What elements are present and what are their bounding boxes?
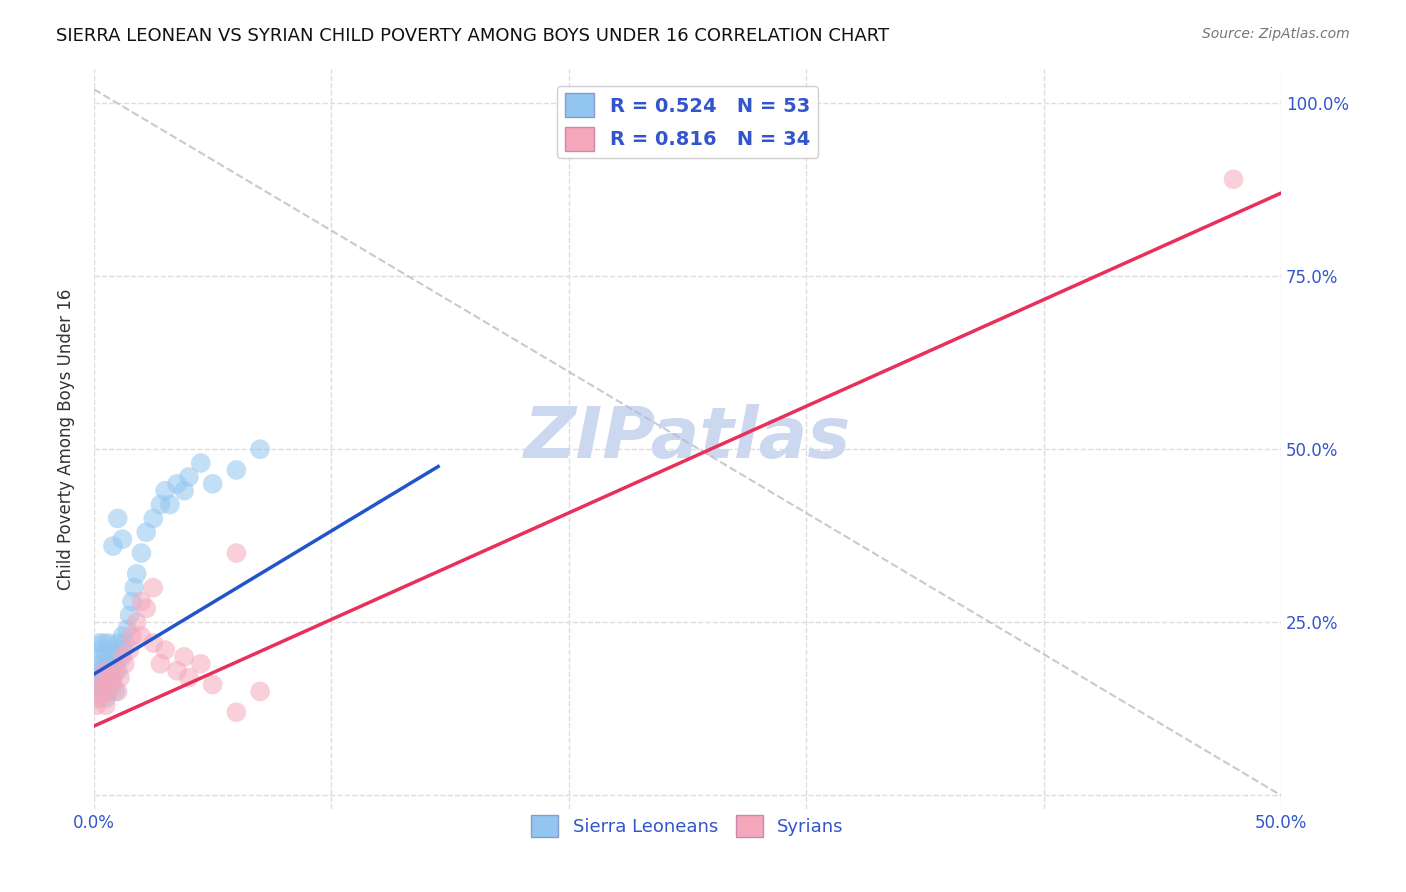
Point (104, 657, 127, 671)
Point (149, 498, 172, 512)
Point (131, 594, 153, 608)
Text: Source: ZipAtlas.com: Source: ZipAtlas.com (1202, 27, 1350, 41)
Point (153, 643, 176, 657)
Point (177, 470, 200, 484)
Point (101, 539, 124, 553)
Point (249, 684, 271, 698)
Point (94, 698, 117, 713)
Point (225, 705, 247, 719)
Point (87, 684, 110, 698)
Point (108, 671, 131, 685)
Point (93, 664, 115, 678)
Point (135, 601, 157, 615)
Point (125, 615, 148, 630)
Point (104, 684, 127, 698)
Point (94, 691, 117, 706)
Point (121, 629, 143, 643)
Point (111, 649, 134, 664)
Point (93, 677, 115, 691)
Point (97, 636, 120, 650)
Point (94, 649, 117, 664)
Point (225, 546, 247, 560)
Point (131, 546, 153, 560)
Point (84, 698, 107, 713)
Point (107, 684, 129, 698)
Text: SIERRA LEONEAN VS SYRIAN CHILD POVERTY AMONG BOYS UNDER 16 CORRELATION CHART: SIERRA LEONEAN VS SYRIAN CHILD POVERTY A… (56, 27, 890, 45)
Point (173, 483, 195, 498)
Legend: Sierra Leoneans, Syrians: Sierra Leoneans, Syrians (524, 808, 851, 845)
Point (87, 684, 110, 698)
Point (100, 671, 122, 685)
Point (84, 691, 107, 706)
Point (1222, 172, 1244, 186)
Point (90, 643, 112, 657)
Point (107, 664, 129, 678)
Point (100, 643, 122, 657)
Point (101, 649, 124, 664)
Point (84, 671, 107, 685)
Point (100, 677, 122, 691)
Point (190, 657, 212, 671)
Point (111, 643, 134, 657)
Point (87, 664, 110, 678)
Point (108, 649, 131, 664)
Point (142, 581, 165, 595)
Point (153, 483, 176, 498)
Point (166, 664, 188, 678)
Point (101, 677, 124, 691)
Point (90, 684, 112, 698)
Point (249, 442, 271, 457)
Point (90, 671, 112, 685)
Point (118, 608, 141, 623)
Point (97, 684, 120, 698)
Point (173, 649, 195, 664)
Point (159, 498, 181, 512)
Point (97, 684, 120, 698)
Point (201, 476, 224, 491)
Point (118, 643, 141, 657)
Point (111, 629, 134, 643)
Point (166, 476, 188, 491)
Point (97, 657, 120, 671)
Point (114, 636, 136, 650)
Point (135, 525, 157, 540)
Point (124, 581, 146, 595)
Point (90, 691, 112, 706)
Point (107, 511, 129, 525)
Point (107, 636, 129, 650)
Point (111, 532, 134, 546)
Y-axis label: Child Poverty Among Boys Under 16: Child Poverty Among Boys Under 16 (58, 288, 75, 590)
Point (90, 657, 112, 671)
Point (94, 671, 117, 685)
Point (93, 677, 115, 691)
Point (114, 657, 136, 671)
Point (142, 511, 165, 525)
Point (100, 664, 122, 678)
Point (142, 636, 165, 650)
Point (115, 622, 138, 636)
Point (125, 566, 148, 581)
Point (101, 671, 124, 685)
Point (149, 657, 172, 671)
Text: ZIPatlas: ZIPatlas (524, 404, 851, 474)
Point (87, 649, 110, 664)
Point (94, 664, 117, 678)
Point (131, 629, 153, 643)
Point (104, 664, 127, 678)
Point (201, 677, 224, 691)
Point (90, 671, 112, 685)
Point (93, 636, 115, 650)
Point (121, 594, 143, 608)
Point (190, 456, 212, 470)
Point (87, 636, 110, 650)
Point (177, 671, 200, 685)
Point (225, 463, 247, 477)
